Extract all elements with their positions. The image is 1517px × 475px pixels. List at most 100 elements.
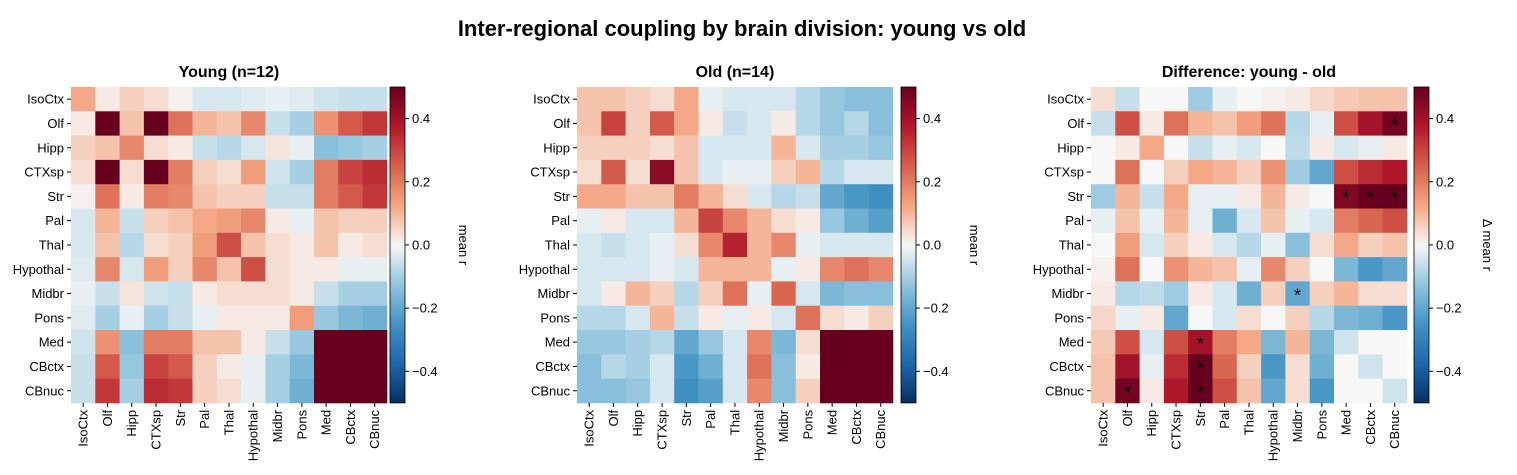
y-tick-label: Midbr <box>537 286 570 301</box>
heatmap-cell <box>868 208 894 234</box>
colorbar-label: mean r <box>456 225 471 266</box>
heatmap-cell <box>289 281 315 307</box>
heatmap-cell <box>168 281 193 307</box>
heatmap-cell <box>314 330 339 355</box>
heatmap-cell <box>192 159 218 185</box>
heatmap-cell <box>362 257 388 282</box>
heatmap-cell <box>601 330 626 355</box>
heatmap-cell <box>722 208 748 234</box>
heatmap-cell <box>601 208 626 234</box>
heatmap-cell <box>601 305 626 331</box>
heatmap-cell <box>1212 378 1238 404</box>
heatmap-cell <box>577 184 602 209</box>
heatmap-cell <box>1309 330 1335 355</box>
heatmap-cell <box>722 159 748 185</box>
heatmap-cell <box>1163 159 1189 185</box>
heatmap-cell <box>241 184 266 209</box>
heatmap-cell <box>795 281 821 307</box>
heatmap-cell <box>362 232 388 258</box>
heatmap-cell <box>1358 305 1383 331</box>
heatmap-cell <box>192 281 218 307</box>
heatmap-cell <box>289 232 315 258</box>
colorbar-tick-label: −0.2 <box>1436 301 1462 316</box>
y-tick-label: CBctx <box>29 359 64 374</box>
heatmap-cell <box>674 330 699 355</box>
colorbar-tick-label: −0.4 <box>1436 364 1462 379</box>
heatmap-cell <box>747 378 772 404</box>
y-tick-label: CBnuc <box>531 383 571 398</box>
heatmap-cell <box>1309 281 1335 307</box>
heatmap-cell <box>1358 208 1383 234</box>
heatmap-cell <box>1139 305 1165 331</box>
heatmap-cell <box>674 354 699 379</box>
heatmap-cell <box>577 354 602 379</box>
heatmap-cell <box>698 87 724 112</box>
heatmap-cell <box>795 354 821 379</box>
heatmap-cell <box>722 232 748 258</box>
significance-marker: * <box>1367 188 1374 208</box>
heatmap-cell <box>119 281 145 307</box>
heatmap-cell <box>698 159 724 185</box>
heatmap-cell <box>1139 232 1165 258</box>
heatmap-cell <box>265 257 291 282</box>
heatmap-cell <box>241 232 266 258</box>
heatmap-cell <box>265 135 291 161</box>
heatmap-cell <box>868 354 894 379</box>
x-tick-label: Pal <box>197 410 212 429</box>
colorbar: −0.4 −0.2 0.0 0.2 0.4 mean r <box>900 86 982 404</box>
heatmap-cell <box>71 184 96 209</box>
y-tick-label: IsoCtx <box>533 92 570 107</box>
heatmap-cell <box>1334 378 1359 404</box>
heatmap-cell <box>241 135 266 161</box>
heatmap-cell <box>1115 330 1140 355</box>
heatmap-cell <box>95 281 120 307</box>
y-tick-label: Hypothal <box>1033 262 1084 277</box>
x-tick-label: Hipp <box>630 410 645 437</box>
heatmap-cell <box>1139 111 1165 136</box>
heatmap-cell <box>795 184 821 209</box>
heatmap-cell <box>143 354 169 379</box>
heatmap-cell <box>649 184 675 209</box>
heatmap-cell <box>289 257 315 282</box>
x-tick-label: Str <box>679 409 694 426</box>
heatmap-cell <box>577 257 602 282</box>
heatmap-cell <box>747 135 772 161</box>
heatmap-cell <box>771 330 797 355</box>
heatmap-cell <box>674 378 699 404</box>
heatmap-cell <box>1285 111 1311 136</box>
heatmap-cell <box>1091 87 1116 112</box>
heatmap-cell <box>265 232 291 258</box>
heatmap-cell <box>1261 257 1286 282</box>
heatmap-cell <box>820 87 845 112</box>
heatmap-cell <box>289 305 315 331</box>
figure-title: Inter-regional coupling by brain divisio… <box>458 16 1026 41</box>
heatmap-cell <box>625 257 651 282</box>
heatmap-cell <box>1091 305 1116 331</box>
x-tick-label: Midbr <box>776 409 791 442</box>
heatmap-cell <box>674 87 699 112</box>
heatmap-cell <box>362 159 388 185</box>
heatmap-cell <box>338 208 363 234</box>
heatmap-cell <box>338 111 363 136</box>
heatmap-cell <box>314 111 339 136</box>
heatmap-cell <box>698 208 724 234</box>
heatmap-cell <box>747 257 772 282</box>
heatmap-cell <box>1188 330 1213 355</box>
heatmap-cell <box>844 378 869 404</box>
x-tick-label: Midbr <box>1290 409 1305 442</box>
heatmap-cell <box>1188 208 1213 234</box>
heatmap-cell <box>265 159 291 185</box>
heatmap-cell <box>1212 135 1238 161</box>
heatmap-cell <box>1236 208 1262 234</box>
heatmap-cell <box>844 208 869 234</box>
heatmap-cell <box>265 354 291 379</box>
heatmap-cell <box>747 330 772 355</box>
x-tick-label: Str <box>1193 409 1208 426</box>
heatmap-cell <box>601 111 626 136</box>
heatmap-cell <box>362 305 388 331</box>
heatmap-cell <box>649 159 675 185</box>
heatmap-cell <box>577 378 602 404</box>
heatmap-cells <box>71 87 388 404</box>
heatmap-cell <box>1188 305 1213 331</box>
heatmap-cell <box>1285 208 1311 234</box>
